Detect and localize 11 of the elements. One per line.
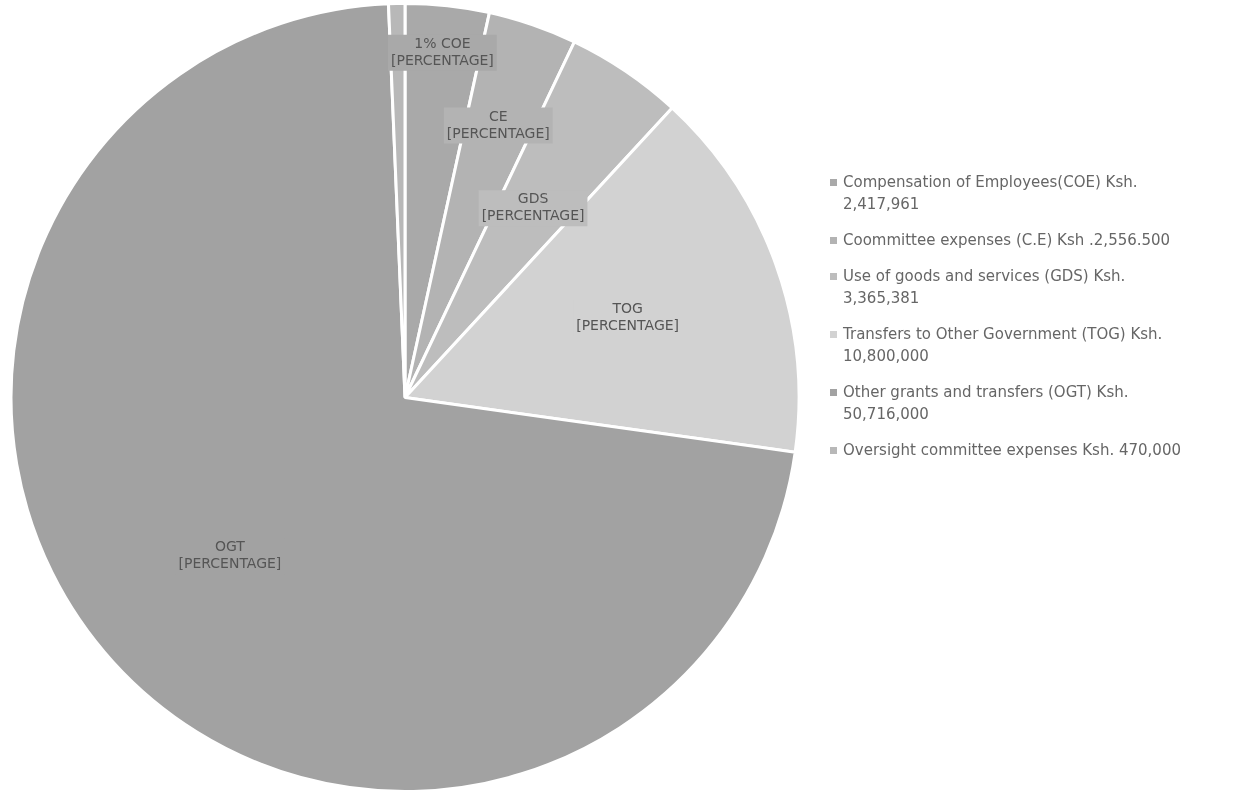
text: TOG [PERCENTAGE] — [576, 300, 680, 334]
text: 1% COE [PERCENTAGE] — [390, 34, 494, 68]
text: CE [PERCENTAGE] — [446, 107, 550, 141]
legend-label: Compensation of Employees(COE) Ksh. 2,417,961 — [843, 171, 1139, 215]
text: OGT [PERCENTAGE] — [178, 538, 282, 572]
legend-label: Oversight committee expenses Ksh. 470,000 — [843, 439, 1182, 461]
legend-label: Coommittee expenses (C.E) Ksh .2,556.500 — [843, 229, 1172, 251]
legend-label: Transfers to Other Government (TOG) Ksh. 10,800,000 — [843, 323, 1164, 367]
legend-label: Other grants and transfers (OGT) Ksh. 50,716,000 — [843, 381, 1130, 425]
legend-label: Use of goods and services (GDS) Ksh. 3,365,381 — [843, 265, 1127, 309]
text: GDS [PERCENTAGE] — [481, 190, 585, 224]
